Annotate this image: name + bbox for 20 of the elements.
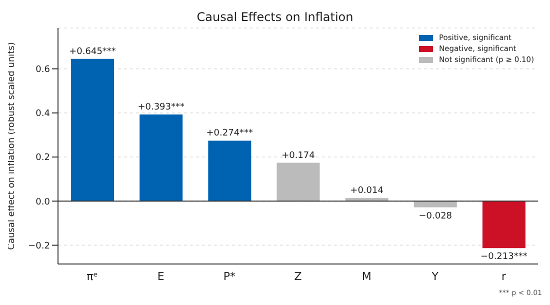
- data-label: −0.213***: [480, 252, 528, 262]
- data-label: +0.274***: [206, 128, 254, 139]
- data-label: −0.028: [418, 211, 452, 222]
- x-tick-label: Y: [430, 270, 439, 283]
- y-tick-label: 0.2: [36, 153, 50, 164]
- x-tick-label: M: [362, 270, 372, 283]
- x-tick-label: E: [157, 270, 164, 283]
- x-tick-label: πᵉ: [86, 270, 98, 283]
- data-label: +0.393***: [138, 102, 185, 112]
- x-tick-label: P*: [223, 270, 236, 283]
- y-tick-label: 0.0: [36, 197, 50, 208]
- y-tick-label: 0.4: [36, 109, 50, 120]
- data-label: +0.174: [282, 150, 316, 161]
- y-tick-label: 0.6: [36, 65, 50, 75]
- x-tick-label: Z: [294, 270, 302, 283]
- data-label: +0.645***: [69, 46, 116, 57]
- data-label: +0.014: [350, 186, 384, 196]
- chart-title: Causal Effects on Inflation: [196, 9, 354, 26]
- y-tick-label: −0.2: [28, 241, 50, 252]
- x-tick-label: r: [501, 270, 506, 283]
